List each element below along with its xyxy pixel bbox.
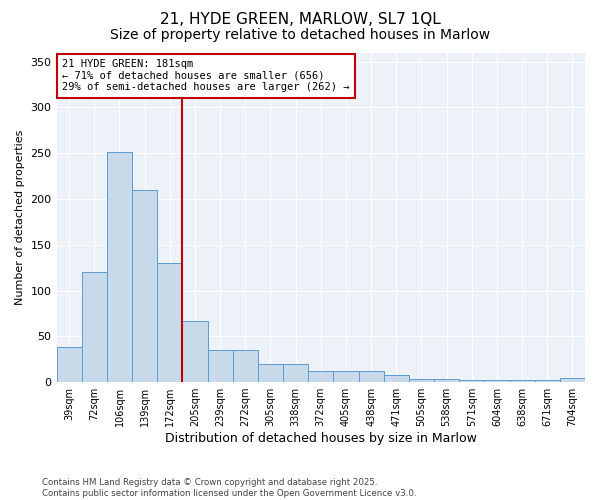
Text: 21 HYDE GREEN: 181sqm
← 71% of detached houses are smaller (656)
29% of semi-det: 21 HYDE GREEN: 181sqm ← 71% of detached … bbox=[62, 59, 349, 92]
Bar bbox=[157, 263, 182, 382]
Bar bbox=[233, 350, 258, 382]
X-axis label: Distribution of detached houses by size in Marlow: Distribution of detached houses by size … bbox=[165, 432, 477, 445]
Bar bbox=[132, 190, 157, 382]
Bar bbox=[459, 380, 484, 382]
Bar bbox=[359, 371, 383, 382]
Bar bbox=[208, 350, 233, 382]
Bar bbox=[82, 272, 107, 382]
Bar bbox=[535, 380, 560, 382]
Text: Size of property relative to detached houses in Marlow: Size of property relative to detached ho… bbox=[110, 28, 490, 42]
Bar bbox=[258, 364, 283, 382]
Bar bbox=[409, 380, 434, 382]
Bar bbox=[182, 320, 208, 382]
Bar bbox=[560, 378, 585, 382]
Bar bbox=[308, 371, 334, 382]
Bar bbox=[383, 375, 409, 382]
Bar bbox=[434, 380, 459, 382]
Bar bbox=[334, 371, 359, 382]
Bar bbox=[283, 364, 308, 382]
Bar bbox=[56, 348, 82, 382]
Bar bbox=[484, 380, 509, 382]
Text: 21, HYDE GREEN, MARLOW, SL7 1QL: 21, HYDE GREEN, MARLOW, SL7 1QL bbox=[160, 12, 440, 28]
Y-axis label: Number of detached properties: Number of detached properties bbox=[15, 130, 25, 305]
Text: Contains HM Land Registry data © Crown copyright and database right 2025.
Contai: Contains HM Land Registry data © Crown c… bbox=[42, 478, 416, 498]
Bar bbox=[107, 152, 132, 382]
Bar bbox=[509, 380, 535, 382]
